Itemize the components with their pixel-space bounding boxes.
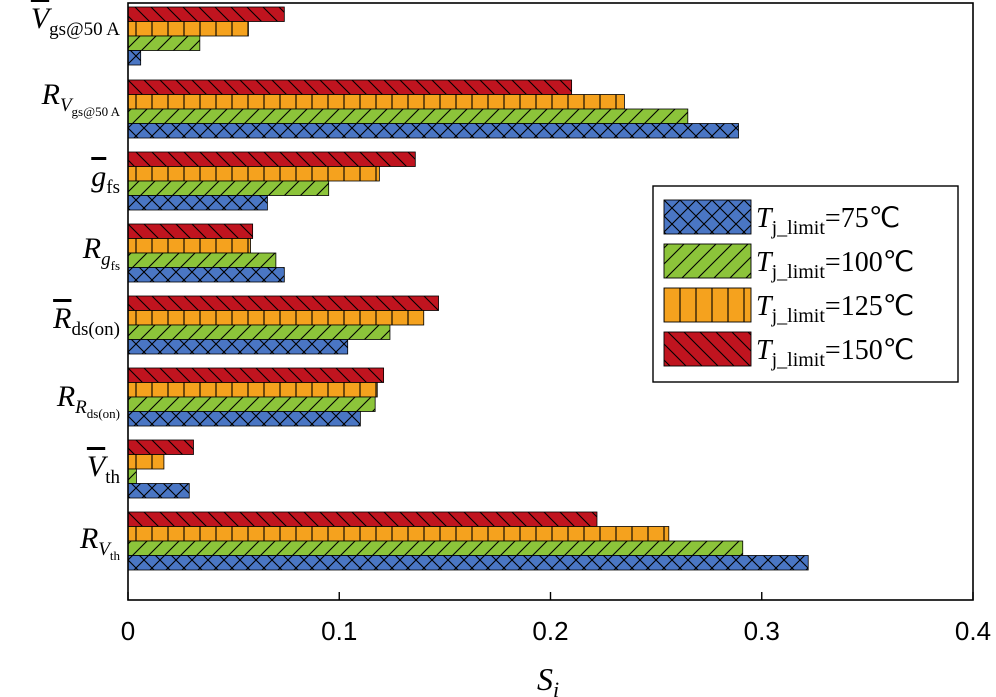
bar-5-series-4 bbox=[127, 295, 439, 311]
x-tick-label: 0.3 bbox=[744, 616, 780, 646]
legend-swatch-2 bbox=[663, 243, 752, 279]
x-axis-label: Si bbox=[537, 661, 559, 697]
bar-4-series-1 bbox=[127, 267, 285, 283]
x-axis-label-sub: i bbox=[553, 677, 559, 697]
bar-3-series-4 bbox=[127, 151, 416, 167]
category-label-8: RVth bbox=[79, 522, 120, 563]
category-label-7: Vth bbox=[86, 450, 120, 488]
legend-entry-3: Tj_limit=125℃ bbox=[756, 291, 914, 327]
bar-3-series-3 bbox=[127, 166, 380, 182]
bar-2-series-2 bbox=[127, 108, 689, 124]
legend-entry-1: Tj_limit=75℃ bbox=[756, 203, 900, 239]
x-axis: 0 0.1 0.2 0.3 0.4 bbox=[121, 592, 991, 646]
legend-swatch-1 bbox=[663, 199, 752, 235]
bar-6-series-1 bbox=[127, 411, 361, 427]
bar-8-series-3 bbox=[127, 526, 670, 542]
bar-5-series-2 bbox=[127, 324, 391, 340]
legend-entry-4: Tj_limit=150℃ bbox=[756, 335, 914, 371]
bar-4-series-2 bbox=[127, 252, 277, 268]
x-tick-label: 0 bbox=[121, 616, 135, 646]
bar-6-series-4 bbox=[127, 367, 385, 383]
bar-8-series-2 bbox=[127, 540, 744, 556]
bar-8-series-4 bbox=[127, 511, 598, 527]
bar-2-series-1 bbox=[127, 123, 739, 139]
legend-swatch-3 bbox=[663, 287, 752, 323]
x-tick-label: 0.1 bbox=[321, 616, 357, 646]
x-tick-label: 0.4 bbox=[955, 616, 991, 646]
bar-3-series-2 bbox=[127, 180, 330, 196]
category-label-4: Rgfs bbox=[82, 232, 120, 273]
bar-1-series-1 bbox=[127, 50, 142, 66]
bar-4-series-3 bbox=[127, 238, 251, 254]
bar-3-series-1 bbox=[127, 195, 268, 211]
bar-5-series-1 bbox=[127, 339, 349, 355]
bar-1-series-2 bbox=[127, 35, 201, 51]
legend: Tj_limit=75℃ Tj_limit=100℃ Tj_limit=125℃ Tj… bbox=[652, 185, 959, 383]
bar-1-series-4 bbox=[127, 6, 285, 22]
category-label-1: Vgs@50 A bbox=[30, 2, 120, 40]
category-label-2: RVgs@50 A bbox=[41, 78, 120, 119]
legend-swatch-4 bbox=[663, 331, 752, 367]
bar-6-series-3 bbox=[127, 382, 378, 398]
bar-1-series-3 bbox=[127, 21, 249, 37]
bar-8-series-1 bbox=[127, 555, 809, 571]
bar-7-series-3 bbox=[127, 454, 165, 470]
x-tick-label: 0.2 bbox=[532, 616, 568, 646]
category-label-5: Rds(on) bbox=[53, 302, 120, 340]
bar-2-series-3 bbox=[127, 94, 625, 110]
bar-5-series-3 bbox=[127, 310, 425, 326]
bar-6-series-2 bbox=[127, 396, 376, 412]
legend-entry-2: Tj_limit=100℃ bbox=[756, 247, 914, 283]
bar-2-series-4 bbox=[127, 79, 573, 95]
category-label-6: RRds(on) bbox=[56, 380, 120, 421]
bar-7-series-2 bbox=[127, 468, 137, 484]
category-label-3: gfs bbox=[91, 160, 120, 198]
bar-7-series-1 bbox=[127, 483, 190, 499]
bar-4-series-4 bbox=[127, 223, 254, 239]
bar-7-series-4 bbox=[127, 439, 194, 455]
